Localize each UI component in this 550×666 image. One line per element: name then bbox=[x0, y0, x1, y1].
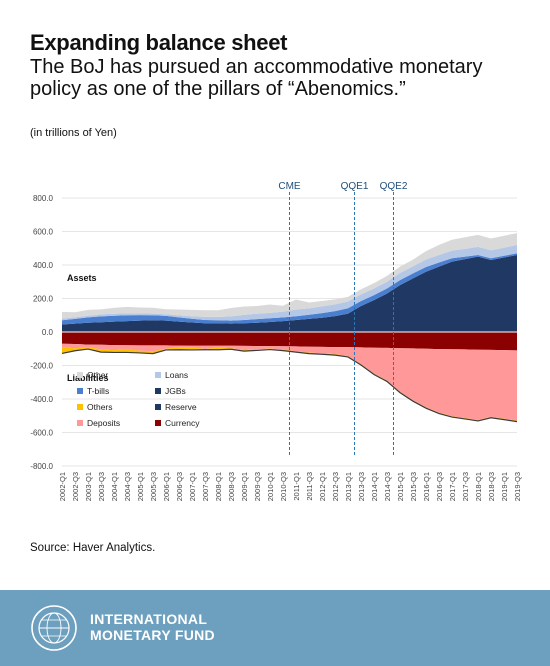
x-tick-label: 2011-Q3 bbox=[305, 472, 314, 501]
imf-footer: INTERNATIONAL MONETARY FUND bbox=[0, 590, 550, 666]
chart-title: Expanding balance sheet bbox=[30, 30, 288, 55]
source-note: Source: Haver Analytics. bbox=[30, 542, 156, 554]
x-tick-label: 2011-Q1 bbox=[292, 472, 301, 501]
y-tick-label: 200.0 bbox=[33, 295, 54, 304]
x-tick-label: 2009-Q3 bbox=[253, 472, 262, 501]
assets-t-bills-area bbox=[62, 253, 517, 325]
units-note: (in trillions of Yen) bbox=[30, 127, 117, 139]
imf-seal-icon bbox=[31, 605, 77, 651]
x-tick-label: 2016-Q3 bbox=[435, 472, 444, 501]
x-tick-label: 2007-Q1 bbox=[188, 472, 197, 501]
y-tick-label: 0.0 bbox=[42, 328, 54, 337]
axes: 800.0 600.0 400.0 200.0 0.0 -200.0 -400.0 -600.… bbox=[30, 194, 522, 501]
liabilities-currency-area bbox=[62, 332, 517, 351]
liabilities-deposits-area bbox=[62, 343, 517, 421]
y-tick-label: -800.0 bbox=[30, 462, 53, 471]
legend-swatch-jgbs bbox=[155, 388, 161, 394]
legend-swatch-loans bbox=[155, 372, 161, 378]
x-tick-label: 2009-Q1 bbox=[240, 472, 249, 501]
x-tick-label: 2014-Q1 bbox=[370, 472, 379, 501]
x-tick-label: 2008-Q1 bbox=[214, 472, 223, 501]
assets-other-area bbox=[62, 233, 517, 319]
org-name: INTERNATIONAL MONETARY FUND bbox=[90, 611, 215, 643]
x-tick-label: 2005-Q3 bbox=[149, 472, 158, 501]
liabilities-section-label: Liabilities bbox=[67, 373, 109, 383]
x-tick-label: 2018-Q3 bbox=[487, 472, 496, 501]
legend-label-others: Others bbox=[87, 402, 113, 412]
x-tick-label: 2012-Q3 bbox=[331, 472, 340, 501]
legend-swatch-deposits bbox=[77, 420, 83, 426]
x-tick-label: 2015-Q1 bbox=[396, 472, 405, 501]
y-tick-label: -400.0 bbox=[30, 395, 53, 404]
legend-label-t-bills: T-bills bbox=[87, 386, 109, 396]
event-markers: CME QQE1 QQE2 bbox=[278, 181, 408, 456]
x-tick-label: 2008-Q3 bbox=[227, 472, 236, 501]
x-tick-label: 2012-Q1 bbox=[318, 472, 327, 501]
x-tick-label: 2007-Q3 bbox=[201, 472, 210, 501]
balance-sheet-chart: CME QQE1 QQE2 800.0 600.0 400.0 200.0 0.0 -200.… bbox=[30, 181, 522, 501]
legend-label-currency: Currency bbox=[165, 418, 200, 428]
assets-section-label: Assets bbox=[67, 273, 97, 283]
liabilities-total-line bbox=[61, 348, 518, 423]
x-tick-label: 2006-Q3 bbox=[175, 472, 184, 501]
legend-swatch-currency bbox=[155, 420, 161, 426]
legend-label-deposits: Deposits bbox=[87, 418, 120, 428]
x-tick-label: 2017-Q1 bbox=[448, 472, 457, 501]
legend: Liabilities Other Loans T-bills JGBs Others R… bbox=[67, 370, 200, 428]
legend-swatch-reserve bbox=[155, 404, 161, 410]
x-tick-label: 2003-Q3 bbox=[97, 472, 106, 501]
x-tick-label: 2016-Q1 bbox=[422, 472, 431, 501]
x-tick-label: 2017-Q3 bbox=[461, 472, 470, 501]
x-tick-label: 2005-Q1 bbox=[136, 472, 145, 501]
legend-swatch-t-bills bbox=[77, 388, 83, 394]
x-tick-label: 2014-Q3 bbox=[383, 472, 392, 501]
legend-label-jgbs: JGBs bbox=[165, 386, 186, 396]
assets-jgbs-area bbox=[62, 254, 517, 332]
x-tick-label: 2003-Q1 bbox=[84, 472, 93, 501]
x-tick-label: 2015-Q3 bbox=[409, 472, 418, 501]
legend-label-other: Other bbox=[87, 370, 108, 380]
y-tick-label: 800.0 bbox=[33, 194, 54, 203]
legend-swatch-others bbox=[77, 404, 83, 410]
x-tick-label: 2013-Q3 bbox=[357, 472, 366, 501]
cme-label: CME bbox=[278, 181, 301, 192]
x-tick-label: 2006-Q1 bbox=[162, 472, 171, 501]
x-tick-label: 2018-Q1 bbox=[474, 472, 483, 501]
x-tick-label: 2002-Q1 bbox=[58, 472, 67, 501]
x-tick-label: 2010-Q3 bbox=[279, 472, 288, 501]
qqe2-label: QQE2 bbox=[380, 181, 408, 192]
x-tick-label: 2013-Q1 bbox=[344, 472, 353, 501]
x-tick-label: 2002-Q3 bbox=[71, 472, 80, 501]
y-tick-label: -600.0 bbox=[30, 429, 53, 438]
assets-loans-area bbox=[62, 244, 517, 321]
x-tick-label: 2019-Q1 bbox=[500, 472, 509, 501]
legend-swatch-other bbox=[77, 372, 83, 378]
x-tick-label: 2004-Q1 bbox=[110, 472, 119, 501]
x-tick-label: 2019-Q3 bbox=[513, 472, 522, 501]
y-tick-label: 600.0 bbox=[33, 228, 54, 237]
legend-label-loans: Loans bbox=[165, 370, 188, 380]
qqe1-label: QQE1 bbox=[341, 181, 369, 192]
legend-label-reserve: Reserve bbox=[165, 402, 197, 412]
x-tick-label: 2004-Q3 bbox=[123, 472, 132, 501]
x-tick-label: 2010-Q1 bbox=[266, 472, 275, 501]
y-tick-label: -200.0 bbox=[30, 362, 53, 371]
y-tick-label: 400.0 bbox=[33, 261, 54, 270]
chart-subtitle: The BoJ has pursued an accommodative mon… bbox=[30, 56, 483, 100]
